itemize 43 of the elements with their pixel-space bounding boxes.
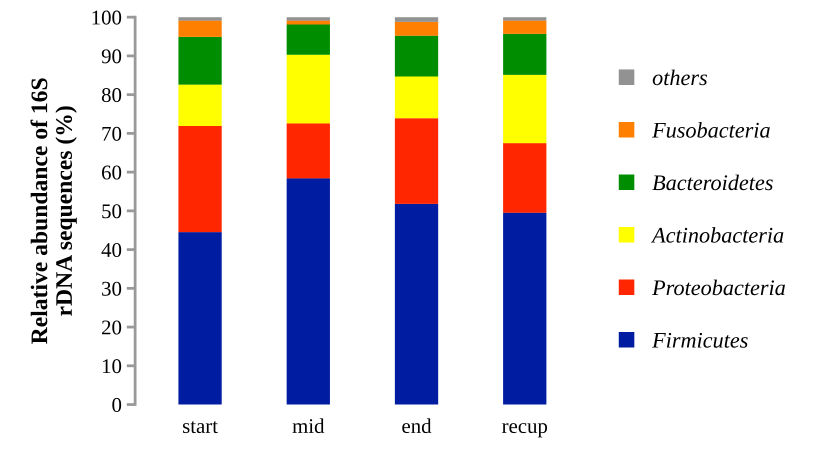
bar (286, 54, 330, 124)
y-tick-label: 10 (102, 359, 122, 374)
bar (503, 74, 546, 144)
legend-label: Fusobacteria (652, 122, 770, 138)
y-axis-title: Relative abundance of 16S rDNA sequences (%) (30, 78, 77, 344)
x-tick-label: start (182, 421, 218, 434)
bar (503, 143, 546, 213)
y-tick-label: 20 (102, 320, 122, 334)
y-tick-label: 60 (102, 165, 122, 180)
y-tick-label: 70 (102, 126, 122, 141)
y-tick-label: 40 (102, 242, 122, 258)
bar (394, 22, 438, 36)
bar (178, 36, 222, 85)
legend-label: Proteobacteria (652, 280, 785, 296)
bar (394, 17, 438, 22)
y-tick-label: 100 (92, 10, 122, 25)
bar (394, 204, 438, 405)
bar (394, 36, 438, 76)
x-tick-label: recup (502, 423, 548, 438)
bar (394, 76, 438, 118)
y-tick-label: 50 (102, 204, 122, 218)
x-tick-label: mid (292, 418, 324, 434)
bar (178, 84, 222, 126)
bar (286, 178, 330, 405)
y-tick-label: 90 (102, 49, 122, 64)
bar (503, 34, 546, 75)
bar (286, 20, 330, 25)
bar (286, 24, 330, 55)
bar (503, 212, 546, 405)
legend-label: Actinobacteria (650, 227, 784, 243)
bar (503, 20, 546, 34)
legend-label: Bacteroidetes (652, 174, 773, 190)
bar (394, 118, 438, 204)
legend-label: Firmicutes (652, 332, 748, 348)
bar (178, 126, 222, 232)
y-tick-label: 0 (112, 398, 122, 412)
legend-label: others (652, 70, 707, 86)
x-tick-label: end (402, 418, 432, 434)
bar (178, 20, 222, 37)
y-tick-label: 80 (102, 88, 122, 102)
y-tick-label: 30 (102, 282, 122, 296)
bar (286, 123, 330, 178)
bar (178, 232, 222, 405)
